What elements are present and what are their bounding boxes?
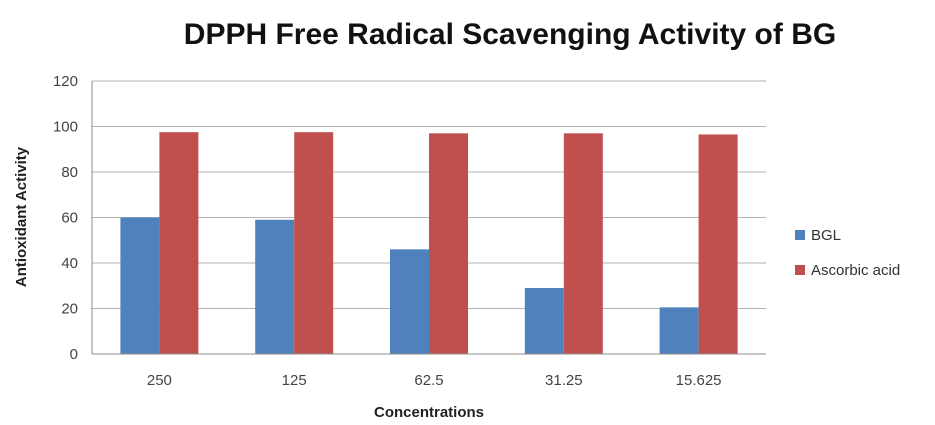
x-tick-label: 125 bbox=[282, 372, 307, 389]
x-tick-label: 31.25 bbox=[545, 372, 583, 389]
bar-bgl-1 bbox=[255, 219, 295, 354]
y-tick-label: 100 bbox=[53, 119, 78, 136]
y-tick-label: 60 bbox=[61, 210, 78, 227]
y-tick-label: 20 bbox=[61, 301, 78, 318]
bar-ascorbic-acid-3 bbox=[563, 133, 603, 354]
y-tick-label: 120 bbox=[53, 73, 78, 90]
bar-ascorbic-acid-1 bbox=[294, 132, 334, 354]
legend-label: Ascorbic acid bbox=[811, 262, 900, 279]
y-axis-ticks: 0 20 40 60 80 100 120 bbox=[53, 73, 78, 363]
x-tick-label: 62.5 bbox=[414, 372, 443, 389]
bar-ascorbic-acid-0 bbox=[159, 132, 199, 354]
x-tick-label: 15.625 bbox=[676, 372, 722, 389]
y-tick-label: 40 bbox=[61, 255, 78, 272]
bar-bgl-2 bbox=[390, 249, 429, 354]
bar-bgl-3 bbox=[524, 288, 564, 354]
legend-swatch bbox=[795, 265, 805, 275]
y-tick-label: 0 bbox=[70, 346, 78, 363]
bar-bgl-0 bbox=[120, 217, 160, 354]
chart-title: DPPH Free Radical Scavenging Activity of… bbox=[184, 18, 836, 51]
legend-swatch bbox=[795, 230, 805, 240]
bar-ascorbic-acid-4 bbox=[698, 134, 738, 354]
legend-label: BGL bbox=[811, 227, 841, 244]
y-axis-title: Antioxidant Activity bbox=[13, 146, 30, 287]
x-tick-label: 250 bbox=[147, 372, 172, 389]
y-tick-label: 80 bbox=[61, 164, 78, 181]
legend: BGL Ascorbic acid bbox=[795, 227, 900, 279]
bar-bgl-4 bbox=[659, 307, 699, 354]
x-axis-title: Concentrations bbox=[374, 404, 484, 421]
bar-ascorbic-acid-2 bbox=[429, 133, 468, 354]
x-axis-ticks: 250 125 62.5 31.25 15.625 bbox=[147, 372, 722, 389]
bars bbox=[120, 132, 738, 354]
